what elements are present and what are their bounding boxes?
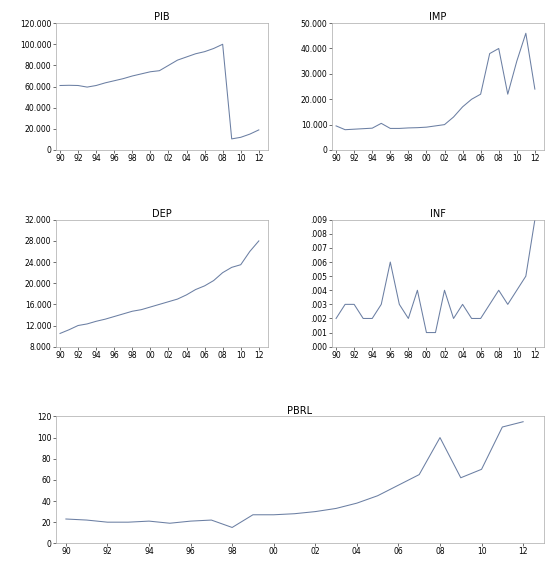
Title: DEP: DEP — [152, 209, 171, 219]
Title: PBRL: PBRL — [287, 406, 312, 416]
Title: INF: INF — [430, 209, 446, 219]
Title: PIB: PIB — [154, 12, 169, 23]
Title: IMP: IMP — [429, 12, 446, 23]
